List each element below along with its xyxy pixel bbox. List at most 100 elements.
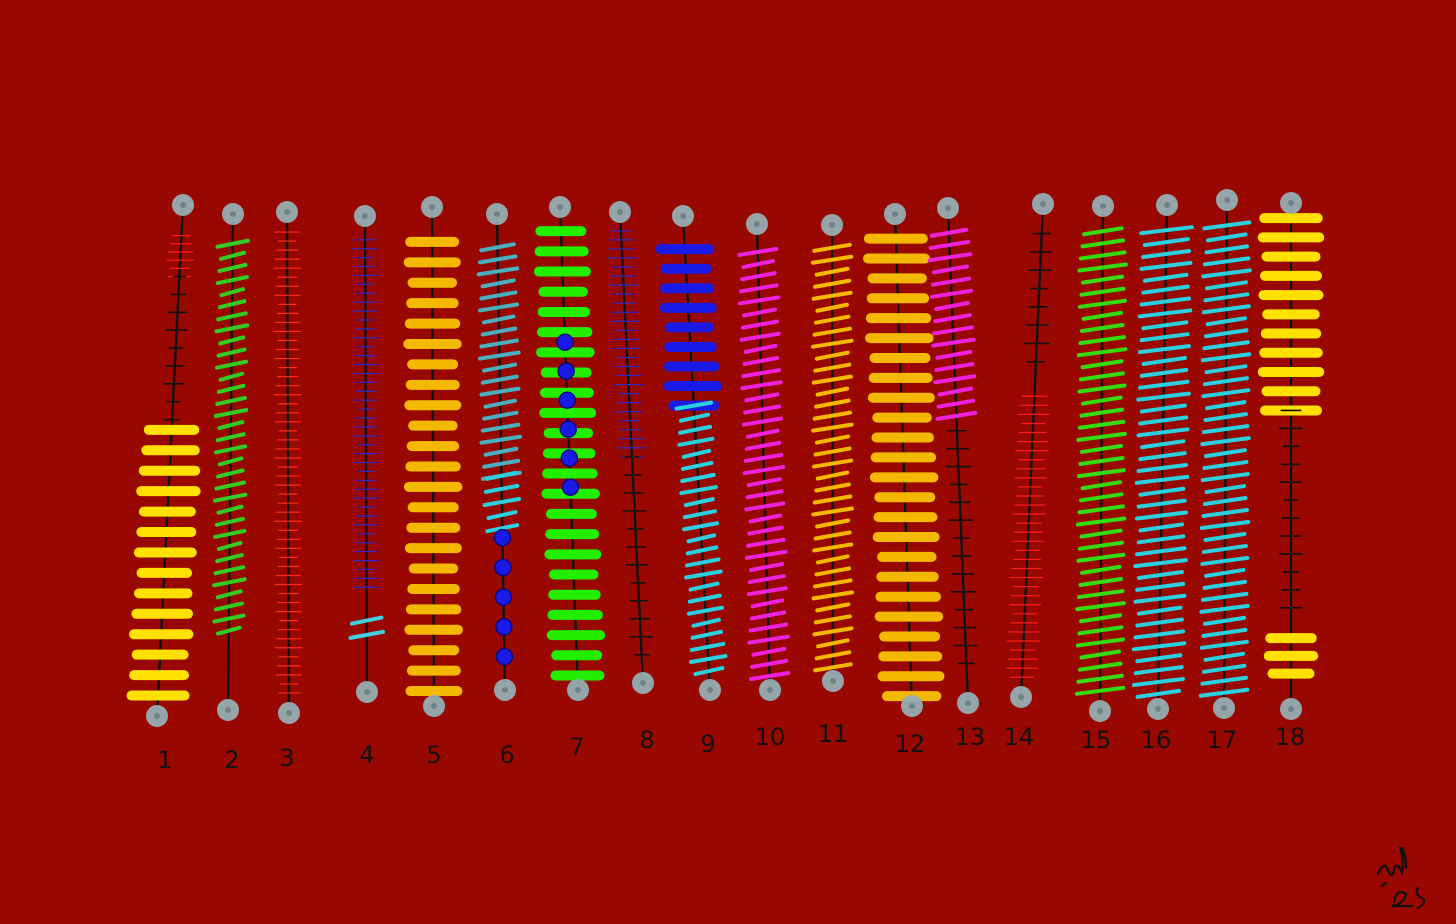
bead — [1078, 250, 1127, 261]
bead — [934, 362, 975, 373]
bead — [1136, 462, 1189, 473]
bead — [1202, 220, 1252, 231]
bead — [214, 323, 250, 334]
bead — [218, 335, 246, 346]
bead — [751, 646, 787, 657]
bead — [1139, 225, 1194, 236]
knob-center — [1221, 705, 1227, 711]
knob-center — [180, 202, 186, 208]
bead — [1081, 395, 1123, 406]
bead — [216, 504, 244, 515]
rod-number: 9 — [700, 730, 715, 758]
bead — [1079, 613, 1123, 624]
bead — [1078, 456, 1125, 467]
knob-center — [557, 204, 563, 210]
bead — [680, 460, 714, 471]
bead — [1141, 248, 1192, 259]
abacus-rod — [533, 196, 606, 701]
knob-center — [284, 209, 290, 215]
bead — [479, 338, 519, 349]
bead — [483, 398, 517, 409]
bead — [1077, 540, 1124, 551]
bead — [1131, 641, 1187, 652]
bead — [1077, 298, 1127, 309]
abacus-rod — [126, 194, 201, 727]
knob-center — [909, 703, 915, 709]
bead — [737, 246, 779, 257]
bead — [748, 513, 782, 524]
bead — [215, 589, 243, 600]
knob-center — [575, 687, 581, 693]
bead — [1077, 419, 1126, 430]
bead — [815, 470, 850, 481]
rod-number: 14 — [1004, 723, 1035, 751]
abacus-rod — [927, 197, 979, 714]
bead — [689, 641, 726, 652]
bead — [485, 523, 520, 534]
bead — [1134, 474, 1190, 485]
bead — [485, 470, 518, 481]
bead — [219, 287, 245, 298]
bead — [1080, 322, 1125, 333]
bead — [934, 301, 970, 312]
knob-center — [154, 713, 160, 719]
bead — [750, 598, 785, 609]
abacus-rod — [273, 201, 303, 724]
bead — [1204, 280, 1248, 291]
knob-center — [707, 687, 713, 693]
bead — [1203, 531, 1247, 542]
bead — [215, 395, 247, 406]
bead — [1074, 685, 1126, 696]
bead — [1139, 260, 1193, 271]
bead — [216, 541, 243, 552]
bead — [1202, 340, 1250, 351]
bead — [1138, 522, 1184, 533]
bead — [1200, 591, 1249, 602]
bead — [212, 577, 247, 588]
bead — [929, 288, 973, 299]
bead — [1135, 688, 1182, 699]
bead — [1205, 316, 1248, 327]
bead — [1131, 676, 1185, 687]
bead — [812, 542, 854, 553]
bead — [478, 302, 520, 313]
bead — [212, 613, 246, 624]
knob-center — [494, 211, 500, 217]
rod-number: 18 — [1275, 723, 1306, 751]
bead — [1203, 292, 1250, 303]
bead — [933, 313, 972, 324]
bead — [217, 262, 248, 273]
bead — [482, 410, 519, 421]
rod-number: 5 — [426, 741, 441, 769]
bead — [686, 605, 724, 616]
bead — [742, 356, 780, 367]
bead — [216, 625, 242, 636]
bead — [747, 525, 784, 536]
knob-center — [830, 678, 836, 684]
bead — [684, 569, 723, 580]
knob-center — [617, 209, 623, 215]
rod-number: 6 — [499, 741, 514, 769]
bead — [684, 557, 721, 568]
abacus-rod — [810, 214, 855, 692]
abacus-rod — [476, 203, 523, 701]
bead — [814, 350, 850, 361]
bead — [811, 290, 853, 301]
bead — [1201, 268, 1252, 279]
bead — [486, 510, 518, 521]
bead — [1202, 256, 1251, 267]
bead — [674, 400, 714, 411]
bead — [482, 458, 521, 469]
abacus-rod — [212, 203, 250, 721]
bead — [681, 448, 712, 459]
bead — [682, 521, 720, 532]
bead — [1202, 460, 1249, 471]
knob-center — [892, 211, 898, 217]
bead — [348, 629, 386, 640]
bead — [746, 537, 786, 548]
bead — [214, 359, 248, 370]
bead — [495, 647, 514, 666]
bead — [813, 362, 852, 373]
rod-number: 2 — [224, 746, 239, 774]
